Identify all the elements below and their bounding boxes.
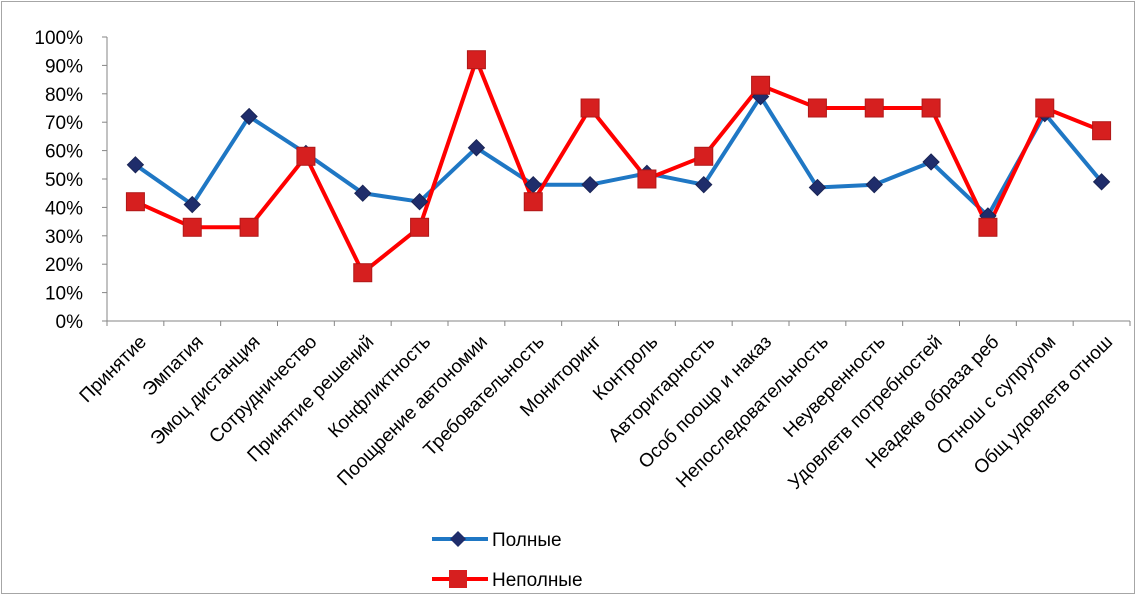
legend-marker-1 [450,531,466,547]
y-tick-label: 80% [45,85,83,106]
y-tick-label: 100% [34,28,83,49]
data-point-2 [296,146,316,166]
data-point-1 [467,139,486,157]
y-tick-label: 50% [45,170,83,191]
data-point-2 [1035,98,1055,118]
data-point-2 [751,75,771,95]
data-point-1 [410,193,429,211]
data-point-2 [864,98,884,118]
y-tick-label: 60% [45,142,83,163]
data-point-1 [808,178,827,197]
data-point-2 [466,50,486,70]
series-layer [125,50,1112,283]
data-point-1 [183,195,201,214]
data-point-2 [353,263,373,283]
data-point-2 [807,98,827,118]
legend-marker-2 [449,570,467,588]
data-point-1 [922,153,940,171]
data-point-2 [694,146,714,166]
y-tick-label: 10% [45,284,83,305]
y-tick-label: 20% [45,255,83,276]
data-point-1 [240,107,258,126]
y-tick-label: 40% [45,198,83,219]
series-line-2 [134,57,1103,275]
data-point-2 [1092,121,1112,141]
data-point-2 [637,169,657,189]
data-point-1 [126,156,145,174]
legend-label-2: Неполные [492,570,583,591]
data-point-1 [865,175,883,194]
data-point-2 [125,192,145,212]
y-tick-label: 0% [56,312,84,333]
data-point-1 [1092,173,1111,191]
data-point-2 [410,217,430,237]
y-tick-label: 70% [45,113,83,134]
data-point-2 [523,192,543,212]
y-tick-label: 90% [45,56,83,77]
data-point-2 [978,217,998,237]
data-point-1 [695,175,713,194]
data-point-2 [921,98,941,118]
y-tick-label: 30% [45,227,83,248]
data-point-1 [354,184,372,202]
data-point-1 [581,175,599,194]
data-point-2 [580,98,600,118]
data-point-2 [239,217,259,237]
legend: Полные Неполные [432,530,583,591]
y-axis: 0% 10% 20% 30% 40% 50% 60% 70% 80% 90% 100% [34,28,108,333]
legend-label-1: Полные [492,530,562,551]
data-point-2 [182,217,202,237]
